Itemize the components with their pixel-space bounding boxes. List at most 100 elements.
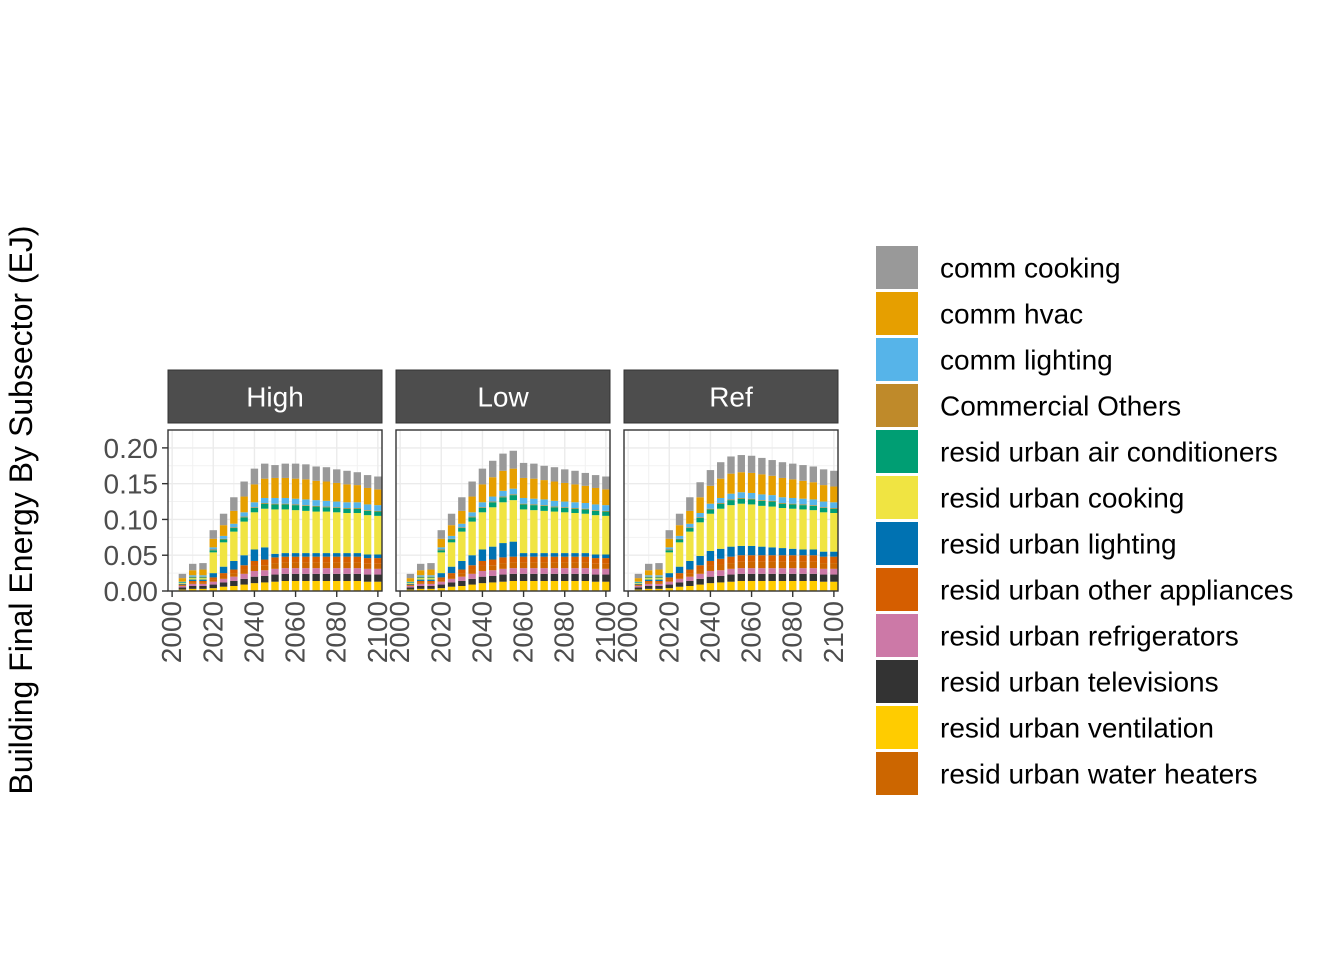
bar-segment [540, 505, 548, 511]
x-tick-label: 2020 [197, 601, 228, 663]
bar-segment [581, 553, 590, 557]
bar-segment [281, 504, 289, 510]
bar-segment [271, 557, 279, 564]
bar-segment [550, 506, 559, 508]
bar-segment [509, 494, 517, 496]
bar-segment [737, 555, 745, 562]
bar-segment [178, 582, 187, 584]
facet-strip-label: Low [477, 382, 529, 413]
bar-segment [665, 552, 673, 574]
legend-key [876, 292, 918, 335]
bar-segment [809, 499, 818, 506]
legend-item: resid urban air conditioners [876, 430, 1278, 473]
bar-segment [675, 513, 684, 526]
bar-segment [363, 475, 372, 488]
bar-segment [799, 504, 807, 506]
bar-segment [519, 580, 528, 591]
bar-segment [271, 465, 279, 478]
bar-segment [281, 503, 289, 505]
bar-segment [747, 573, 756, 581]
bar-segment [530, 478, 538, 499]
bar-segment [571, 580, 579, 591]
bar-segment [478, 502, 487, 508]
bar-segment [250, 560, 259, 566]
bar-segment [302, 580, 310, 591]
bar-segment [333, 562, 341, 569]
facet-strip [167, 369, 383, 424]
bar-segment [188, 588, 197, 591]
bar-segment [271, 568, 279, 575]
bar-segment [458, 523, 466, 528]
bar-segment [406, 585, 415, 588]
bar-segment [591, 487, 600, 505]
bar-segment [737, 573, 745, 581]
bar-segment [540, 553, 548, 557]
legend-label: resid urban refrigerators [940, 621, 1239, 652]
bar-segment [437, 547, 445, 550]
legend-item: resid urban cooking [876, 476, 1184, 519]
bar-segment [312, 500, 320, 506]
bar-segment [768, 501, 776, 507]
bar-segment [489, 477, 497, 497]
bar-segment [717, 570, 725, 576]
x-tick-label: 2040 [694, 601, 725, 663]
bar-segment [199, 576, 207, 578]
bar-segment [447, 578, 456, 583]
bar-segment [591, 558, 600, 564]
bar-segment [706, 513, 715, 551]
bar-segment [655, 569, 663, 576]
bar-segment [634, 583, 643, 585]
bar-segment [665, 530, 673, 539]
bar-segment [281, 556, 289, 563]
bar-segment [343, 573, 351, 581]
bar-segment [353, 507, 362, 509]
bar-segment [830, 470, 838, 487]
bar-segment [261, 502, 269, 504]
bar-segment [250, 576, 259, 584]
bar-segment [219, 586, 228, 591]
bar-segment [291, 556, 300, 563]
bar-segment [458, 569, 466, 574]
bar-segment [322, 507, 331, 512]
bar-segment [406, 573, 415, 579]
bar-segment [312, 466, 320, 481]
legend-item: resid urban water heaters [876, 752, 1258, 795]
bar-segment [540, 480, 548, 500]
bar-segment [737, 492, 745, 498]
bar-segment [655, 576, 663, 578]
bar-segment [634, 585, 643, 586]
bar-segment [363, 568, 372, 575]
bar-segment [561, 507, 569, 513]
legend-item: comm cooking [876, 246, 1121, 289]
bar-segment [571, 568, 579, 574]
bar-segment [591, 554, 600, 559]
bar-segment [447, 525, 456, 536]
bar-segment [686, 523, 694, 528]
bar-segment [747, 545, 756, 556]
bar-segment [478, 507, 487, 508]
bar-segment [353, 580, 362, 591]
bar-segment [686, 510, 694, 524]
bar-segment [717, 575, 725, 583]
bar-segment [209, 530, 217, 539]
bar-segment [468, 573, 476, 579]
bar-segment [706, 565, 715, 571]
bar-segment [374, 574, 382, 582]
bar-segment [655, 580, 663, 583]
bar-segment [302, 553, 310, 557]
bar-segment [261, 565, 269, 571]
bar-segment [809, 580, 818, 591]
bar-segment [261, 559, 269, 566]
x-tick-label: 2000 [384, 601, 415, 663]
bar-segment [581, 485, 590, 503]
bar-segment [819, 581, 828, 591]
bar-segment [799, 549, 807, 556]
bar-segment [706, 576, 715, 584]
bar-segment [686, 569, 694, 574]
bar-segment [458, 585, 466, 591]
bar-segment [634, 584, 643, 586]
bar-segment [427, 582, 435, 584]
bar-segment [591, 515, 600, 555]
bar-segment [747, 492, 756, 499]
